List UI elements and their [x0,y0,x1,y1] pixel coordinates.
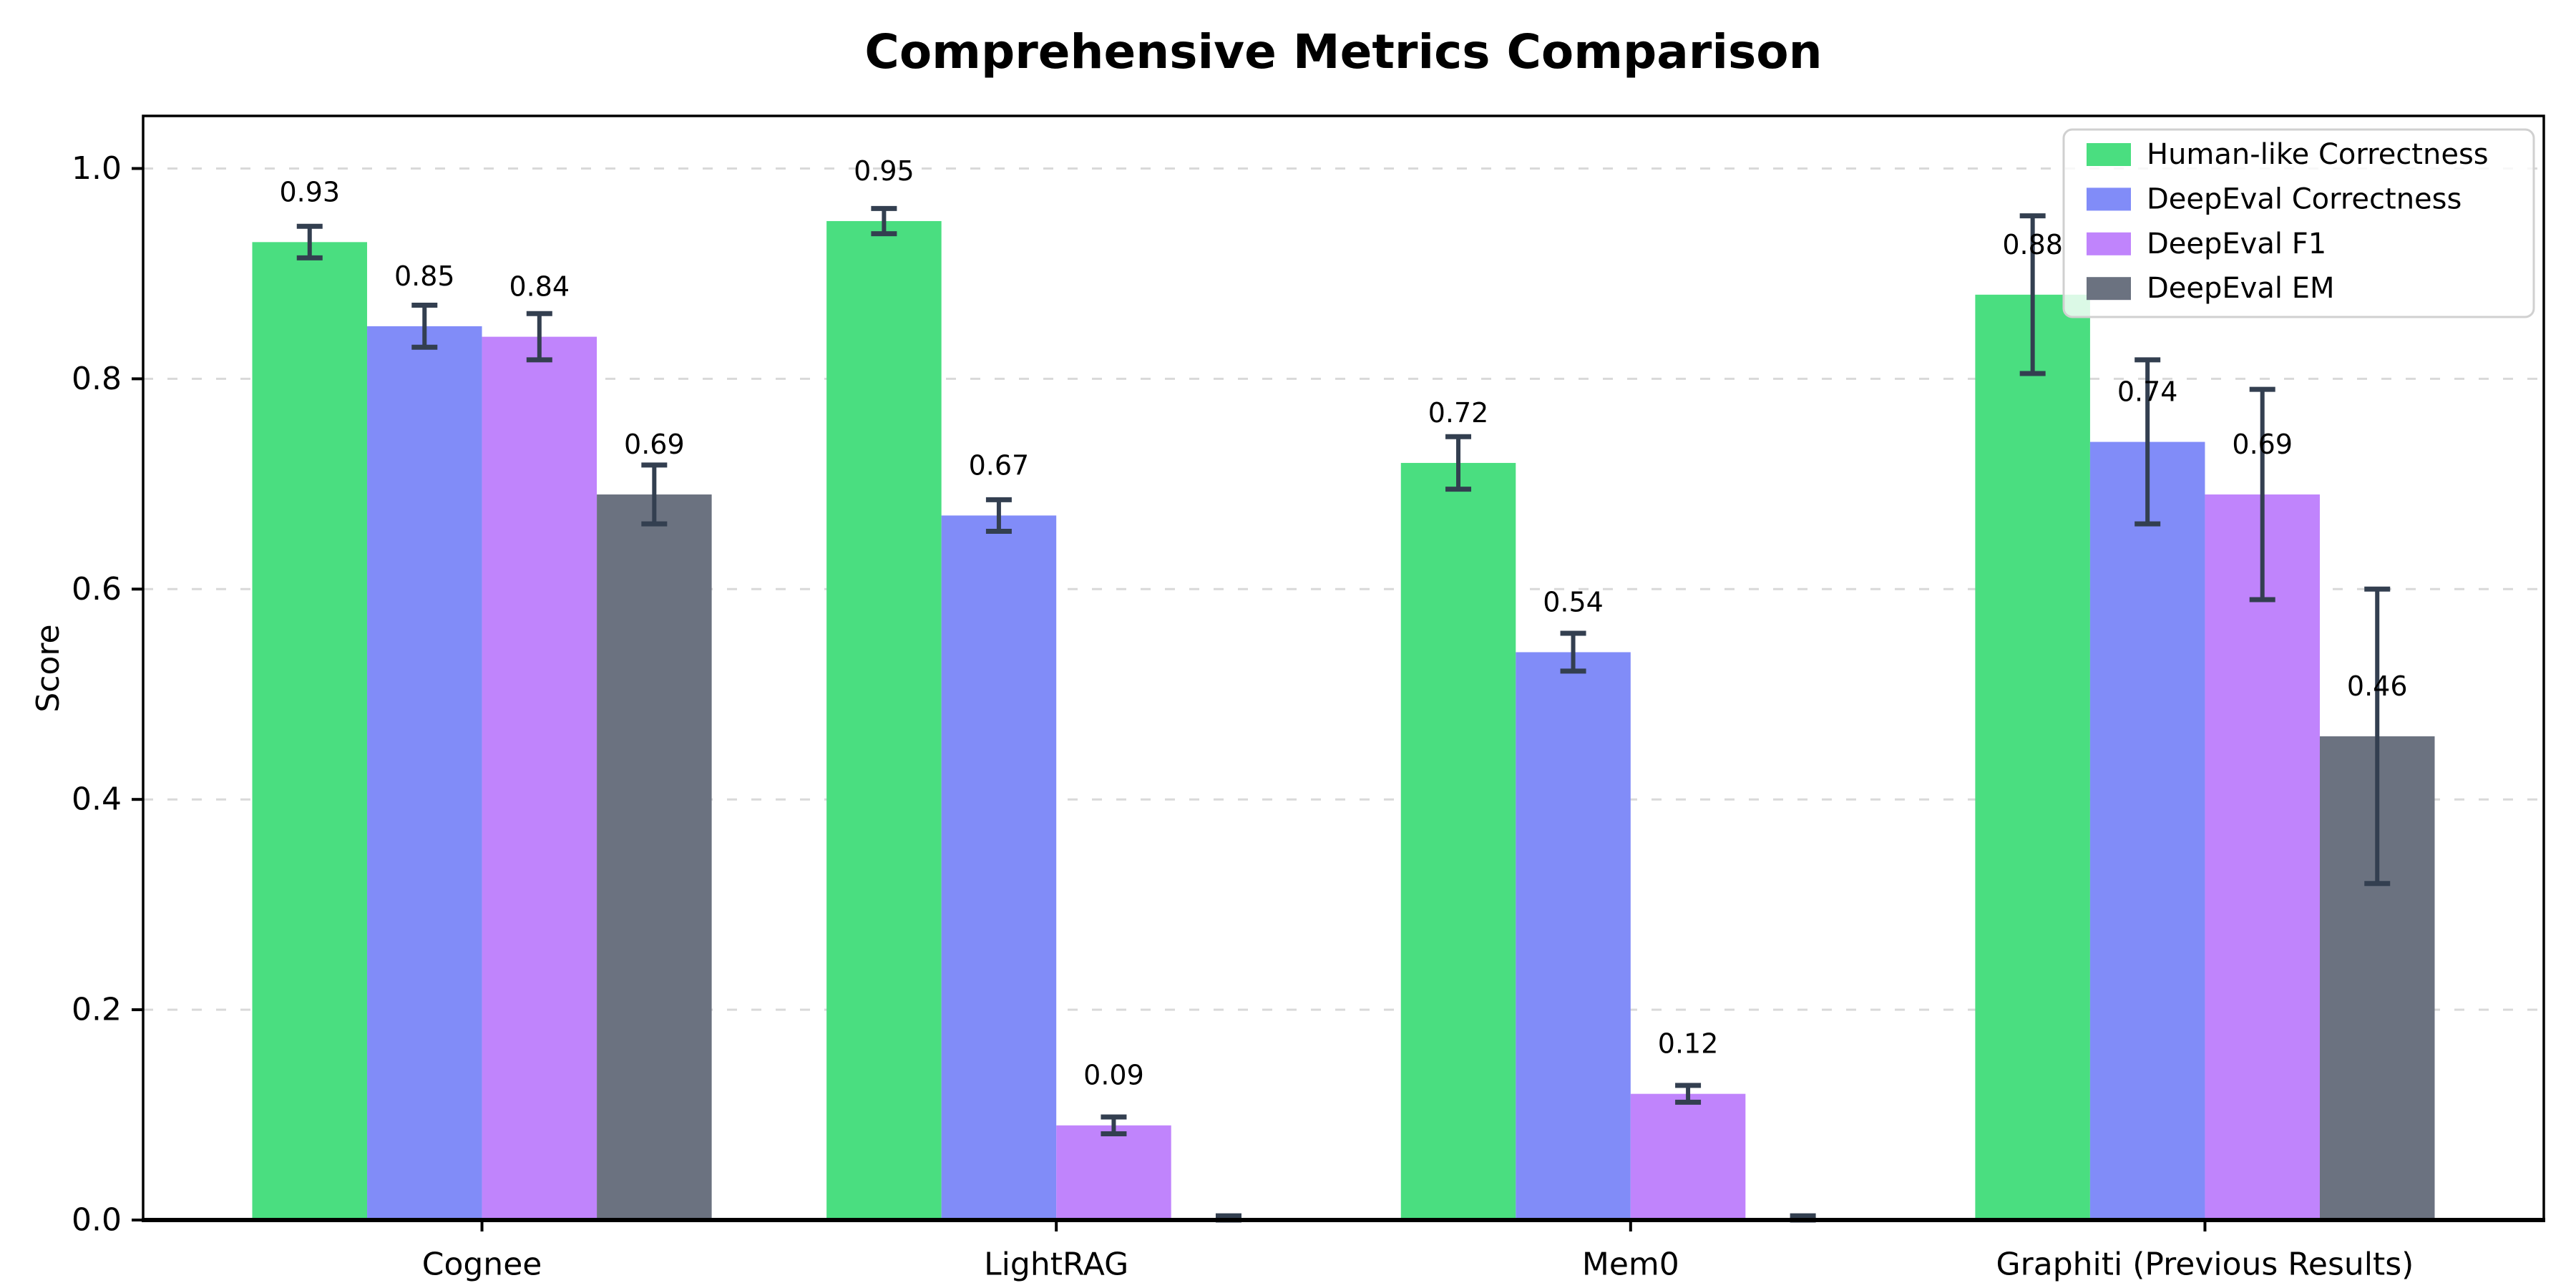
x-tick-label-1: LightRAG [984,1246,1128,1283]
bar-value-label: 0.88 [2002,229,2063,260]
bar-deepeval-f1-2 [1630,1093,1746,1220]
bar-value-label: 0.46 [2347,670,2408,702]
error-bar [2364,586,2391,887]
chart-title: Comprehensive Metrics Comparison [864,24,1823,79]
bar-deepeval-correctness-1 [941,515,1057,1220]
y-tick-label: 0.8 [72,361,122,397]
error-bar [2135,357,2161,527]
bar-deepeval-em-0 [597,494,712,1220]
error-bar [2019,213,2046,376]
bar-value-label: 0.85 [394,260,455,292]
bar-value-label: 0.93 [279,176,340,208]
legend-label: DeepEval EM [2147,272,2334,305]
error-bar [641,462,668,527]
bar-human-like-correctness-1 [826,220,942,1220]
bar-deepeval-correctness-0 [367,326,482,1220]
x-tick-label-3: Graphiti (Previous Results) [1996,1246,2414,1283]
bar-human-like-correctness-0 [252,242,368,1220]
legend-label: DeepEval F1 [2147,228,2326,260]
legend-swatch-human-like-correctness [2087,143,2131,166]
bar-deepeval-correctness-3 [2089,441,2205,1220]
y-tick-label: 0.6 [72,571,122,608]
legend-label: Human-like Correctness [2147,138,2489,171]
bar-human-like-correctness-2 [1400,462,1516,1220]
error-bar [526,311,552,363]
error-bar [871,205,897,237]
error-bar [1560,630,1586,674]
legend: Human-like Correctness DeepEval Correctne… [2062,128,2535,318]
bar-value-label: 0.09 [1083,1060,1144,1091]
bar-deepeval-correctness-2 [1516,652,1631,1220]
error-bar [1445,434,1472,492]
error-bar [2249,386,2275,602]
bar-value-label: 0.69 [2232,429,2293,460]
error-bar [985,497,1012,534]
bar-value-label: 0.74 [2117,376,2178,408]
bar-value-label: 0.95 [854,155,914,187]
bar-deepeval-f1-1 [1056,1125,1171,1220]
bar-value-label: 0.84 [509,271,570,303]
bar-deepeval-f1-3 [2205,494,2320,1220]
bar-deepeval-f1-0 [482,336,597,1221]
legend-swatch-deepeval-correctness [2087,187,2131,211]
error-bar [411,303,438,350]
legend-box [2062,128,2535,318]
bar-value-label: 0.54 [1543,586,1604,618]
error-bar [296,223,323,260]
y-tick-label: 0.0 [72,1202,122,1239]
bar-value-label: 0.72 [1428,397,1489,429]
legend-label: DeepEval Correctness [2147,182,2462,215]
x-tick-label-0: Cognee [422,1246,542,1283]
bar-human-like-correctness-3 [1975,294,2090,1220]
legend-swatch-deepeval-f1 [2087,232,2131,255]
bar-value-label: 0.12 [1658,1028,1719,1060]
legend-swatch-deepeval-em [2087,277,2131,301]
x-tick-label-2: Mem0 [1582,1246,1679,1283]
bar-value-label: 0.67 [969,449,1030,481]
y-tick-label: 0.2 [72,992,122,1028]
y-tick-label: 0.4 [72,781,122,818]
error-bar [1101,1114,1127,1136]
error-bar [1675,1083,1702,1105]
y-tick-label: 1.0 [72,150,122,187]
bar-value-label: 0.69 [624,429,685,460]
